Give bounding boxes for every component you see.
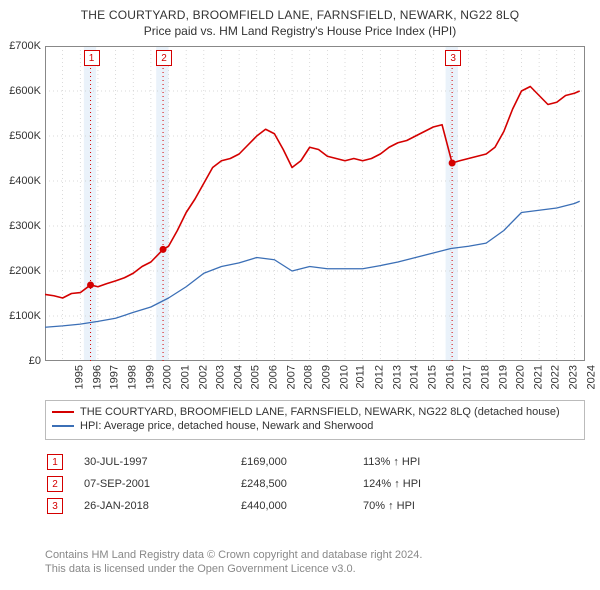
attribution-line-1: Contains HM Land Registry data © Crown c… <box>45 548 422 562</box>
x-axis-tick: 1995 <box>73 365 85 389</box>
x-axis-tick: 2014 <box>409 365 421 389</box>
x-axis-tick: 2005 <box>250 365 262 389</box>
attribution-line-2: This data is licensed under the Open Gov… <box>45 562 422 576</box>
x-axis-tick: 2011 <box>355 365 367 389</box>
x-axis-tick: 2007 <box>285 365 297 389</box>
y-axis-tick: £200K <box>9 265 45 277</box>
legend-label: THE COURTYARD, BROOMFIELD LANE, FARNSFIE… <box>80 406 560 418</box>
x-axis-tick: 2000 <box>162 365 174 389</box>
sale-flag-marker: 2 <box>156 50 172 66</box>
sale-date: 30-JUL-1997 <box>84 452 239 472</box>
y-axis-tick: £700K <box>9 40 45 52</box>
sale-flag-marker: 1 <box>84 50 100 66</box>
y-axis-tick: £600K <box>9 85 45 97</box>
legend-item: HPI: Average price, detached house, Newa… <box>52 420 578 432</box>
legend-label: HPI: Average price, detached house, Newa… <box>80 420 373 432</box>
x-axis-tick: 1998 <box>126 365 138 389</box>
sale-row-marker: 2 <box>47 476 63 492</box>
x-axis-tick: 2013 <box>391 365 403 389</box>
sale-price: £248,500 <box>241 474 361 494</box>
x-axis-tick: 2004 <box>232 365 244 389</box>
legend-swatch <box>52 425 74 427</box>
x-axis-tick: 2020 <box>515 365 527 389</box>
x-axis-tick: 2006 <box>268 365 280 389</box>
x-axis-tick: 2001 <box>179 365 191 389</box>
x-axis-tick: 2021 <box>532 365 544 389</box>
y-axis-tick: £100K <box>9 310 45 322</box>
sale-relative-hpi: 124% ↑ HPI <box>363 474 483 494</box>
sale-row: 3 26-JAN-2018£440,00070% ↑ HPI <box>47 496 483 516</box>
sale-row: 2 07-SEP-2001£248,500124% ↑ HPI <box>47 474 483 494</box>
x-axis-tick: 2010 <box>338 365 350 389</box>
x-axis-tick: 2003 <box>215 365 227 389</box>
sale-relative-hpi: 70% ↑ HPI <box>363 496 483 516</box>
x-axis-tick: 2009 <box>321 365 333 389</box>
x-axis-tick: 2016 <box>444 365 456 389</box>
sale-row-marker: 1 <box>47 454 63 470</box>
x-axis-tick: 2015 <box>426 365 438 389</box>
x-axis-tick: 2017 <box>462 365 474 389</box>
sale-date: 26-JAN-2018 <box>84 496 239 516</box>
attribution-text: Contains HM Land Registry data © Crown c… <box>45 548 422 577</box>
sale-flag-marker: 3 <box>445 50 461 66</box>
y-axis-tick: £300K <box>9 220 45 232</box>
sale-row: 1 30-JUL-1997£169,000113% ↑ HPI <box>47 452 483 472</box>
x-axis-tick: 2018 <box>479 365 491 389</box>
sales-table: 1 30-JUL-1997£169,000113% ↑ HPI 2 07-SEP-20… <box>45 450 485 518</box>
sale-price: £169,000 <box>241 452 361 472</box>
x-axis-tick: 1999 <box>144 365 156 389</box>
sale-price: £440,000 <box>241 496 361 516</box>
sale-relative-hpi: 113% ↑ HPI <box>363 452 483 472</box>
legend: THE COURTYARD, BROOMFIELD LANE, FARNSFIE… <box>45 400 585 440</box>
x-axis-tick: 1997 <box>109 365 121 389</box>
price-vs-hpi-chart: £0£100K£200K£300K£400K£500K£600K£700K199… <box>45 46 585 361</box>
sale-row-marker: 3 <box>47 498 63 514</box>
sale-date: 07-SEP-2001 <box>84 474 239 494</box>
x-axis-tick: 2023 <box>568 365 580 389</box>
x-axis-tick: 2022 <box>550 365 562 389</box>
page-subtitle: Price paid vs. HM Land Registry's House … <box>0 24 600 38</box>
x-axis-tick: 2012 <box>373 365 385 389</box>
legend-swatch <box>52 411 74 413</box>
y-axis-tick: £500K <box>9 130 45 142</box>
x-axis-tick: 2002 <box>197 365 209 389</box>
y-axis-tick: £0 <box>29 355 45 367</box>
page-title: THE COURTYARD, BROOMFIELD LANE, FARNSFIE… <box>0 0 600 22</box>
legend-item: THE COURTYARD, BROOMFIELD LANE, FARNSFIE… <box>52 406 578 418</box>
x-axis-tick: 2008 <box>303 365 315 389</box>
y-axis-tick: £400K <box>9 175 45 187</box>
x-axis-tick: 2024 <box>585 365 597 389</box>
x-axis-tick: 2019 <box>497 365 509 389</box>
x-axis-tick: 1996 <box>91 365 103 389</box>
